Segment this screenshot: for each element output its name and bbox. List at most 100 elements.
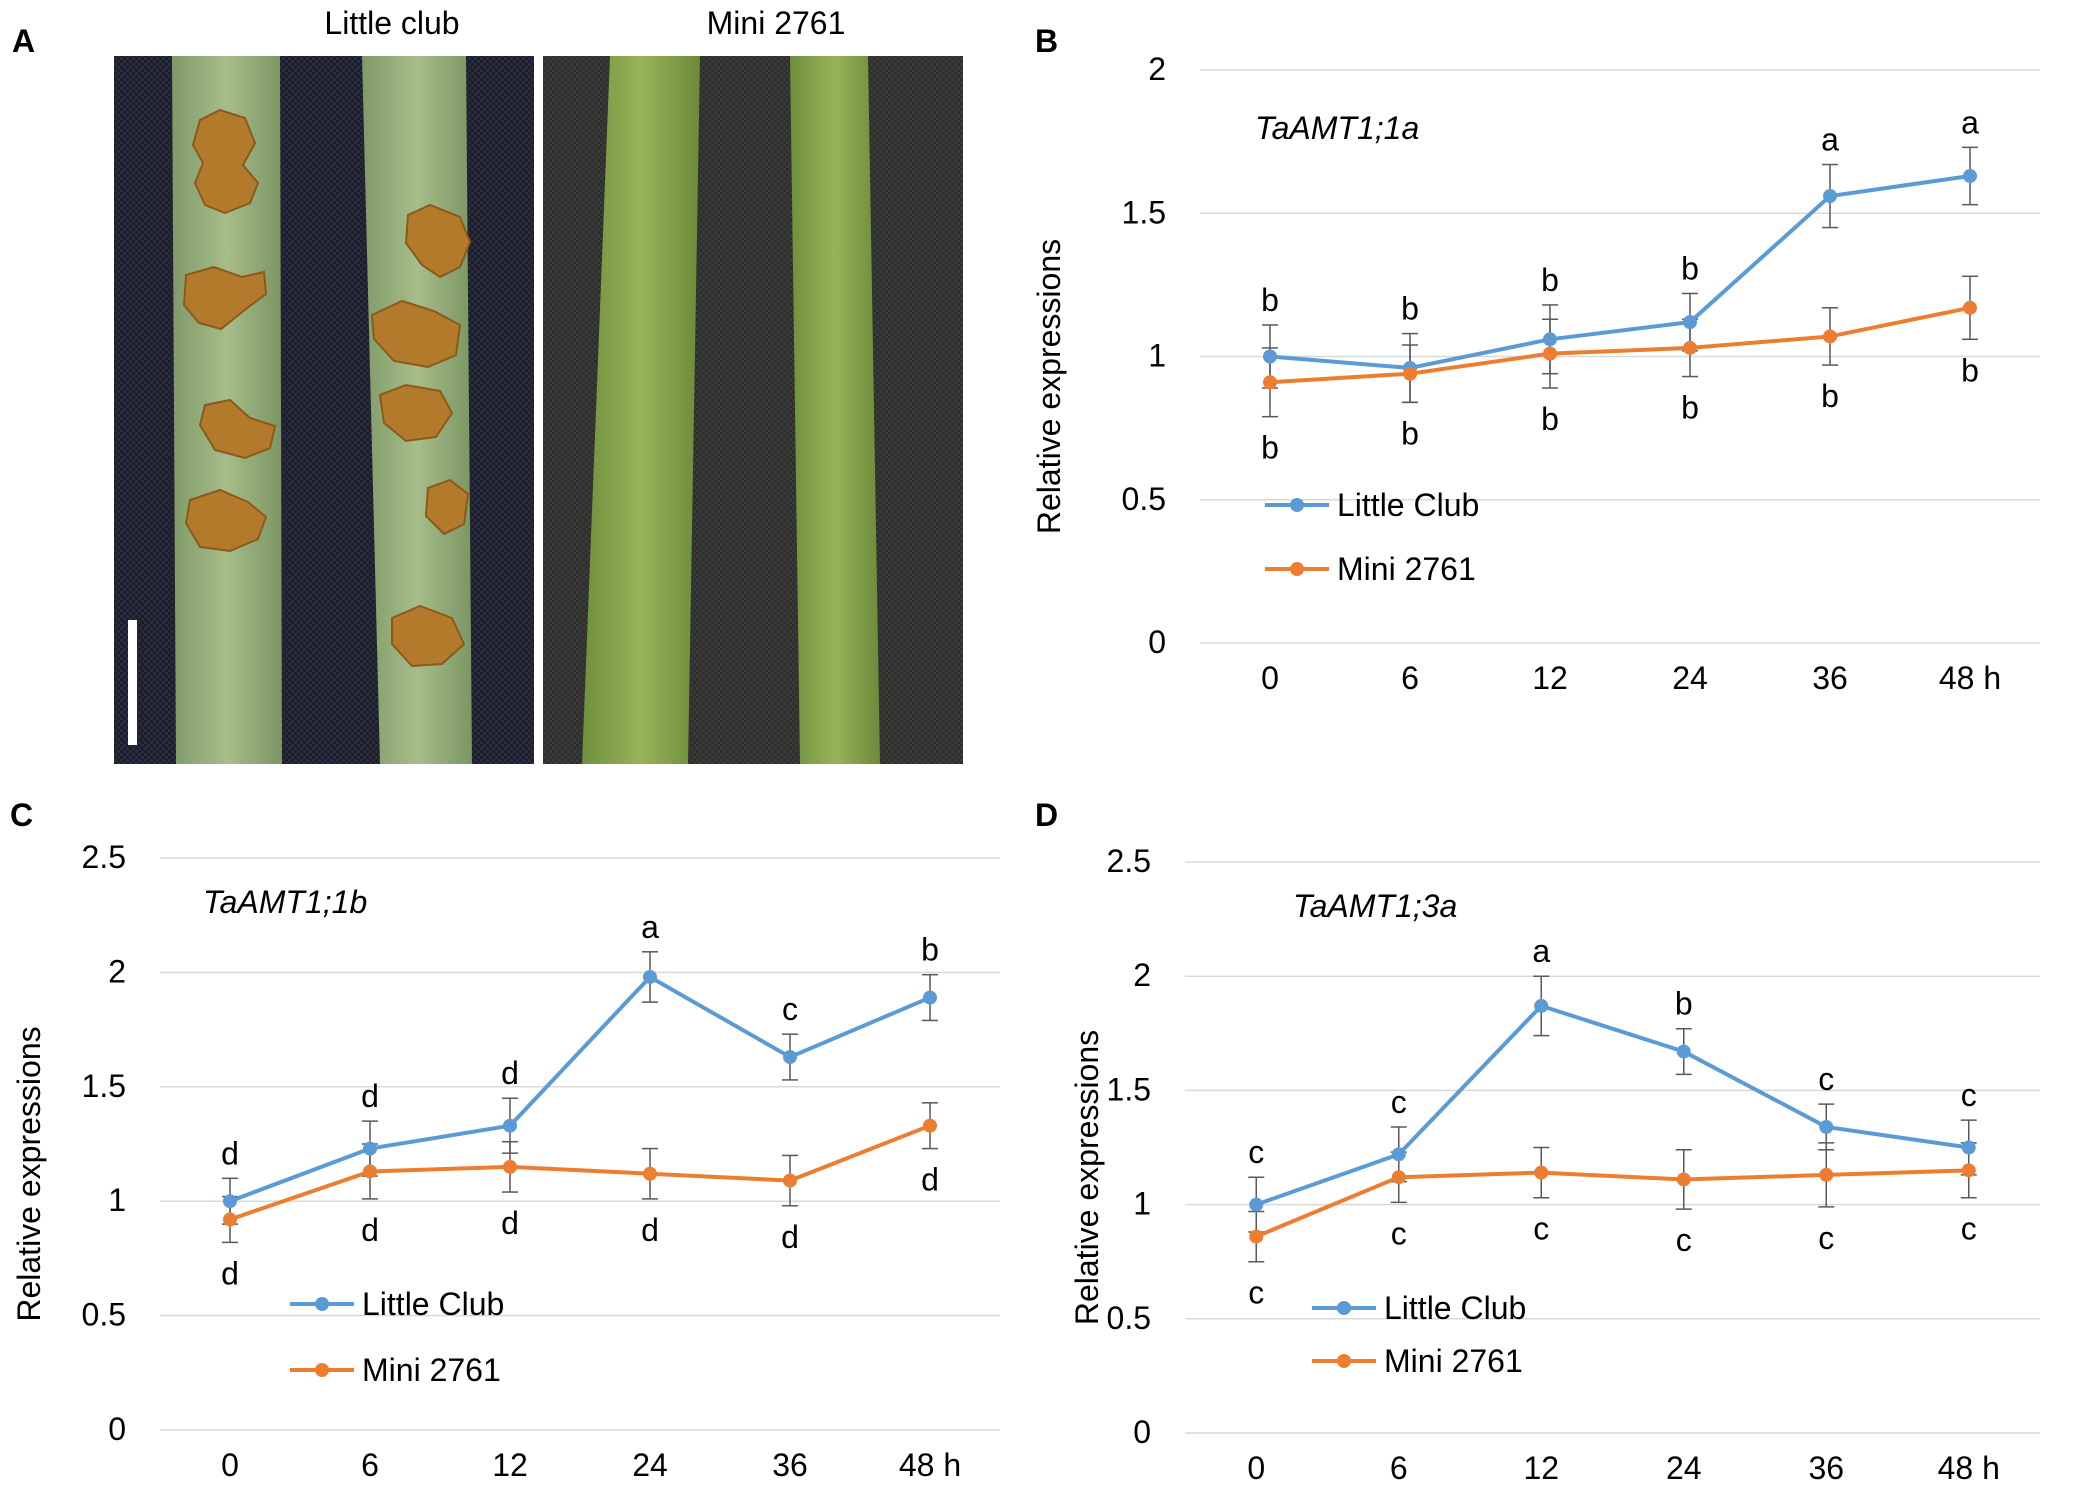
x-tick-label: 48 h [1938,1450,2000,1486]
data-point-little-club [643,969,657,984]
x-tick-label: 6 [1401,660,1419,696]
significance-letter-mini-2761: d [361,1212,379,1248]
data-point-mini-2761 [1249,1229,1264,1244]
series-line-little-club [1255,1003,1970,1207]
panel-label-a: A [12,23,35,59]
photo-little-club [114,56,534,764]
panel-d-chart: D 0 0.5 1 1.5 2 2.5 0 6 12 24 36 48 h Relative expres… [1035,797,2040,1486]
panel-label-c: C [10,797,33,833]
legend-marker-mini-2761 [1337,1354,1351,1368]
panel-c-chart: C 0 0.5 1 1.5 2 2.5 0 6 12 24 36 48 h Relative expres… [10,797,1000,1483]
data-point-little-club [1961,1140,1976,1155]
panel-a: A Little club Mini 2761 [12,5,963,764]
legend-label-little-club: Little Club [1384,1290,1526,1326]
significance-letter-little-club: a [1532,933,1550,969]
significance-letter-little-club: c [782,991,798,1027]
significance-letter-little-club: d [221,1135,239,1171]
chart-title: TaAMT1;3a [1293,888,1457,924]
significance-letter-little-club: b [1541,262,1559,298]
y-tick-label: 1.5 [82,1068,126,1104]
x-tick-label: 6 [361,1447,379,1483]
y-tick-label: 0 [1148,624,1166,660]
series-line-little-club [229,974,931,1204]
data-point-mini-2761 [1534,1165,1549,1180]
data-point-little-club [1534,998,1549,1013]
significance-letter-mini-2761: b [1681,390,1699,426]
data-point-little-club [503,1118,517,1133]
x-tick-label: 36 [772,1447,808,1483]
significance-letter-little-club: c [1248,1134,1264,1170]
significance-letter-mini-2761: d [921,1162,939,1198]
x-tick-label: 12 [1523,1450,1559,1486]
y-axis-label: Relative expressions [11,1026,47,1321]
x-tick-label: 24 [1666,1450,1702,1486]
data-point-little-club [223,1194,237,1209]
significance-letter-mini-2761: c [1818,1220,1834,1256]
y-tick-label: 0.5 [1107,1300,1151,1336]
rust-pustules [182,108,472,668]
data-point-little-club [1683,315,1697,330]
photo-mini-2761 [543,56,963,764]
y-tick-label: 0 [108,1411,126,1447]
data-point-little-club [923,990,937,1005]
x-tick-label: 24 [1672,660,1708,696]
y-tick-label: 2 [108,953,126,989]
chart-title: TaAMT1;1b [203,884,367,920]
y-tick-label: 0 [1133,1414,1151,1450]
significance-letter-little-club: c [1391,1084,1407,1120]
x-tick-label: 0 [1261,660,1279,696]
data-point-mini-2761 [1963,300,1977,315]
significance-letter-mini-2761: c [1248,1275,1264,1311]
series-line-mini-2761 [1269,305,1971,385]
data-point-mini-2761 [503,1159,517,1174]
legend-marker-mini-2761 [315,1363,329,1377]
y-tick-label: 2 [1133,957,1151,993]
data-point-little-club [1963,169,1977,184]
y-axis-label: Relative expressions [1031,239,1067,534]
data-point-mini-2761 [1391,1170,1406,1185]
significance-letter-little-club: b [1681,250,1699,286]
significance-letter-little-club: a [641,909,659,945]
significance-letter-mini-2761: d [641,1212,659,1248]
legend-marker-little-club [1290,498,1304,512]
significance-letter-mini-2761: b [1261,430,1279,466]
x-tick-label: 36 [1812,660,1848,696]
data-point-little-club [1249,1197,1264,1212]
y-tick-label: 0.5 [82,1297,126,1333]
data-point-mini-2761 [1823,329,1837,344]
significance-letter-little-club: d [361,1078,379,1114]
data-point-mini-2761 [1263,375,1277,390]
photo-title-mini-2761: Mini 2761 [707,5,846,41]
y-tick-label: 0.5 [1122,481,1166,517]
legend-label-mini-2761: Mini 2761 [362,1352,501,1388]
data-point-mini-2761 [223,1212,237,1227]
data-point-mini-2761 [1961,1163,1976,1178]
legend-marker-little-club [1337,1301,1351,1315]
data-point-mini-2761 [923,1118,937,1133]
significance-letter-little-club: b [1261,282,1279,318]
data-point-little-club [783,1050,797,1065]
legend-label-mini-2761: Mini 2761 [1337,551,1476,587]
y-tick-label: 1 [108,1182,126,1218]
y-tick-label: 1.5 [1107,1071,1151,1107]
legend-marker-mini-2761 [1290,562,1304,576]
data-point-mini-2761 [1683,340,1697,355]
data-point-little-club [1676,1044,1691,1059]
significance-letter-mini-2761: c [1961,1211,1977,1247]
data-point-mini-2761 [783,1173,797,1188]
significance-letter-mini-2761: b [1541,401,1559,437]
data-point-little-club [363,1141,377,1156]
significance-letter-mini-2761: d [221,1255,239,1291]
leaf-3 [582,56,700,764]
data-point-little-club [1823,189,1837,204]
series-line-mini-2761 [1255,1168,1969,1239]
x-tick-label: 6 [1390,1450,1408,1486]
significance-letter-little-club: b [1675,986,1693,1022]
significance-letter-mini-2761: b [1961,352,1979,388]
legend-label-little-club: Little Club [362,1286,504,1322]
panel-label-b: B [1035,23,1058,59]
significance-letter-little-club: d [501,1055,519,1091]
x-tick-label: 0 [1247,1450,1265,1486]
legend-label-little-club: Little Club [1337,487,1479,523]
data-point-mini-2761 [1676,1172,1691,1187]
